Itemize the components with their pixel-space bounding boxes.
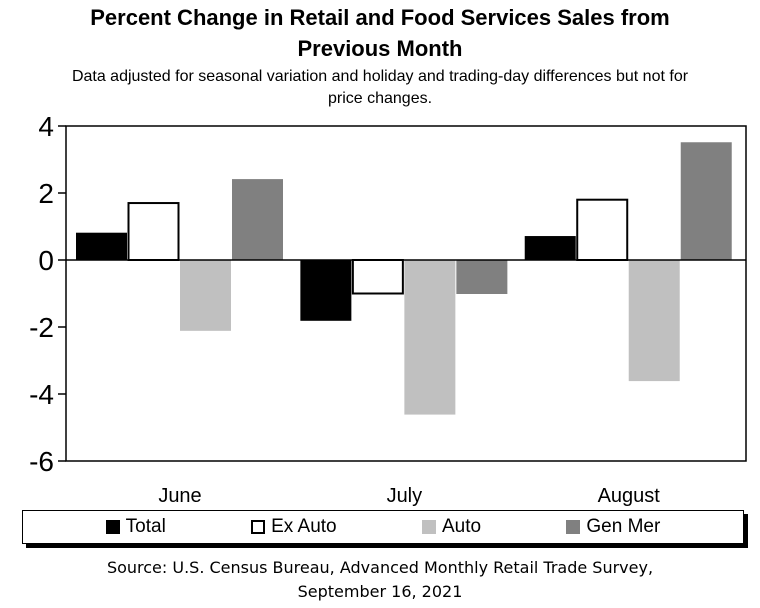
legend-label: Auto [441, 516, 482, 537]
y-tick-label: -6 [29, 446, 54, 477]
source-line-2: September 16, 2021 [297, 582, 463, 601]
legend-swatch [421, 520, 436, 534]
bar-auto-july [404, 259, 456, 415]
chart-subtitle: Data adjusted for seasonal variation and… [0, 66, 760, 110]
bar-ex-auto-august [576, 198, 629, 261]
legend-swatch [105, 520, 120, 534]
legend-item-auto: Auto [421, 516, 482, 538]
legend-item-ex-auto: Ex Auto [251, 516, 337, 538]
legend-item-total: Total [105, 516, 166, 538]
legend-label: Ex Auto [271, 516, 337, 537]
chart-subtitle-line-2: price changes. [327, 90, 433, 107]
bar-total-july [300, 259, 352, 321]
plot-area-border [65, 125, 747, 462]
x-tick-label: June [158, 485, 201, 507]
chart-title-line-1: Percent Change in Retail and Food Servic… [90, 5, 670, 30]
bar-auto-august [628, 259, 680, 382]
x-tick-label: August [598, 485, 661, 507]
bar-ex-auto-july [351, 259, 404, 295]
y-tick-label: 0 [38, 245, 54, 276]
source-note: Source: U.S. Census Bureau, Advanced Mon… [0, 556, 760, 604]
bar-gen-mer-july [456, 259, 508, 294]
legend-swatch [251, 520, 266, 534]
y-tick-label: -4 [29, 379, 54, 410]
legend-label: Total [125, 516, 166, 537]
chart-legend: Total Ex Auto Auto Gen Mer [22, 510, 744, 544]
x-tick-label: July [387, 485, 423, 507]
source-line-1: Source: U.S. Census Bureau, Advanced Mon… [106, 558, 654, 577]
legend-swatch [566, 520, 581, 534]
bar-total-august [524, 236, 576, 261]
chart-title-line-2: Previous Month [297, 36, 463, 61]
legend-item-gen-mer: Gen Mer [566, 516, 660, 538]
bar-total-june [76, 232, 127, 261]
bar-gen-mer-august [680, 142, 732, 261]
legend-label: Gen Mer [586, 516, 661, 537]
bar-auto-june [180, 259, 231, 331]
bar-chart: 4 2 0 -2 -4 -6 June July August [29, 111, 747, 507]
y-tick-label: 2 [38, 178, 54, 209]
chart-subtitle-line-1: Data adjusted for seasonal variation and… [71, 68, 689, 85]
chart-title: Percent Change in Retail and Food Servic… [0, 2, 760, 64]
bar-ex-auto-june [127, 202, 180, 262]
bar-gen-mer-june [232, 179, 283, 261]
y-tick-label: 4 [38, 111, 54, 142]
y-tick-label: -2 [29, 312, 54, 343]
